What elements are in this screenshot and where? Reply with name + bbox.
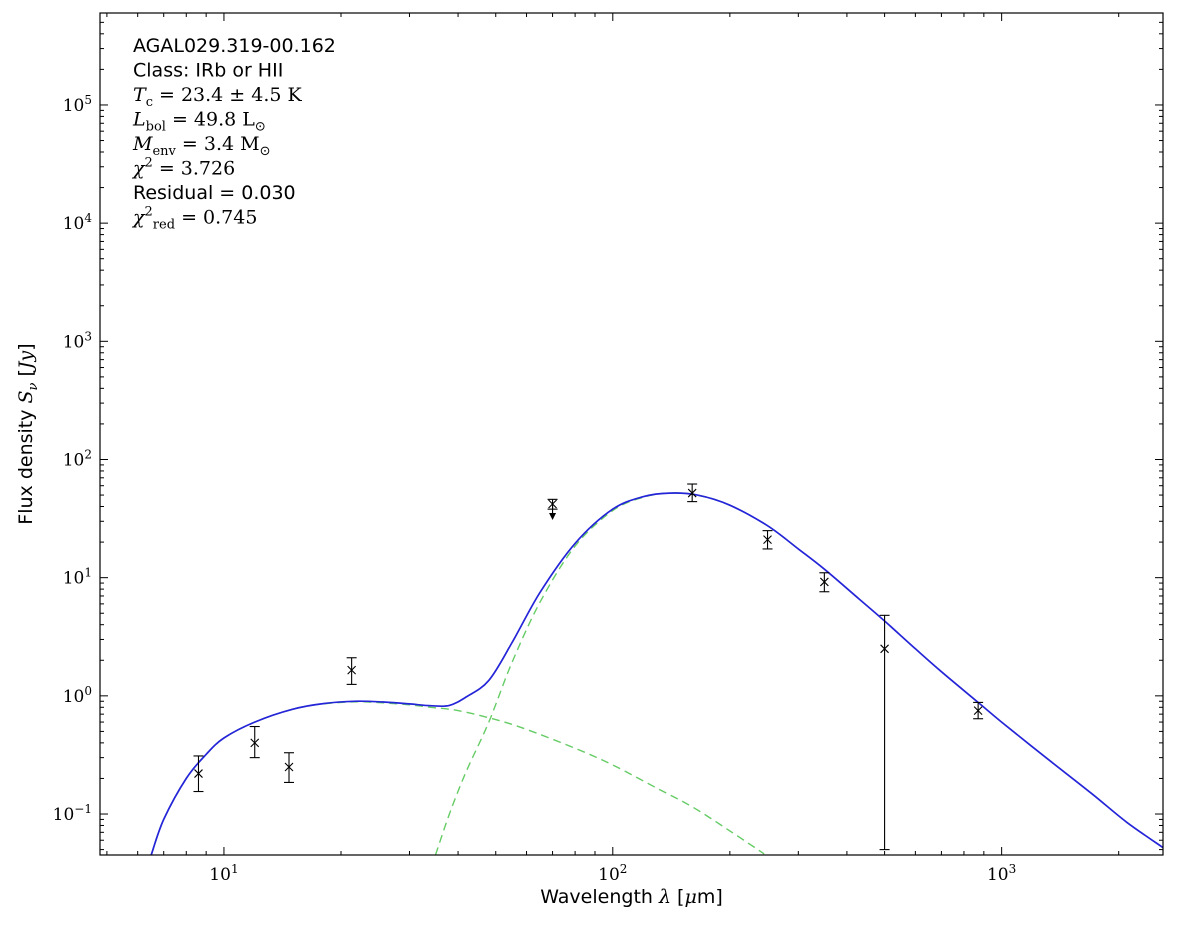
- x-tick-label: 101: [209, 862, 238, 885]
- total-fit-curve: [150, 492, 1163, 855]
- upper-limit-arrow-icon: [549, 513, 557, 521]
- x-tick-label: 103: [987, 862, 1016, 885]
- annotation-line: Residual = 0.030: [133, 182, 296, 204]
- annotation-line: Tc = 23.4 ± 4.5 K: [133, 84, 303, 110]
- data-point: [346, 657, 357, 685]
- annotation-line: χ2red = 0.745: [131, 205, 257, 233]
- axis-ticks: [100, 12, 1163, 855]
- data-point: [819, 572, 830, 593]
- plot-area: [150, 483, 1163, 855]
- y-tick-label: 104: [63, 211, 93, 234]
- y-tick-label: 101: [63, 566, 92, 589]
- y-tick-label: 100: [63, 684, 92, 707]
- annotation-line: χ2 = 3.726: [131, 156, 235, 180]
- x-axis-title: Wavelength λ [μm]: [540, 886, 723, 908]
- x-marker: [819, 577, 829, 587]
- data-points: [193, 483, 984, 851]
- plot-frame: [99, 12, 1164, 856]
- data-point: [547, 498, 558, 521]
- y-tick-label: 102: [63, 447, 92, 470]
- x-marker: [347, 665, 357, 675]
- y-tick-label: 105: [63, 93, 92, 116]
- y-axis-title: Flux density Sν [Jy]: [15, 343, 41, 524]
- x-marker: [880, 644, 889, 654]
- cold-component-curve: [434, 492, 799, 855]
- x-marker: [284, 762, 294, 772]
- x-marker: [763, 535, 772, 544]
- data-point: [687, 483, 698, 503]
- x-marker: [194, 769, 203, 778]
- annotation-line: Class: IRb or HII: [133, 60, 283, 82]
- data-point: [249, 725, 260, 759]
- y-tick-label: 10−1: [53, 802, 92, 825]
- x-marker: [250, 738, 260, 748]
- x-tick-label: 102: [598, 862, 627, 885]
- data-point: [762, 530, 773, 550]
- y-tick-label: 103: [63, 329, 92, 352]
- annotation-line: Menv = 3.4 M⊙: [132, 133, 271, 159]
- warm-component-curve: [150, 701, 765, 855]
- data-point: [193, 755, 204, 793]
- data-point: [284, 752, 295, 783]
- annotation-line: Lbol = 49.8 L⊙: [132, 109, 266, 135]
- annotation-line: AGAL029.319-00.162: [133, 35, 336, 57]
- x-marker: [687, 488, 697, 498]
- data-point: [973, 701, 984, 720]
- data-point: [879, 614, 890, 851]
- x-marker: [973, 706, 983, 715]
